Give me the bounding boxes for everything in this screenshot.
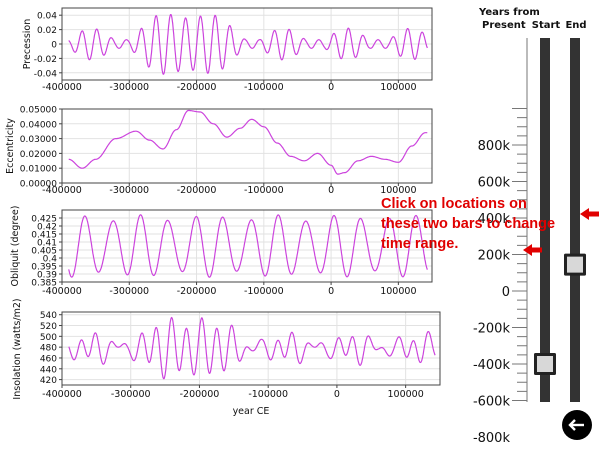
x-tick-label: -100000 xyxy=(244,185,284,196)
series-line xyxy=(68,14,428,75)
slider-knob-face xyxy=(537,356,553,372)
slider-knob-face xyxy=(567,256,583,273)
y-tick-label: 540 xyxy=(40,311,57,321)
x-tick-label: -300000 xyxy=(109,82,149,93)
y-tick-label: 420 xyxy=(40,376,57,386)
y-tick-label: 0.405 xyxy=(31,247,57,257)
x-tick-label: -300000 xyxy=(111,389,151,400)
y-axis-label: Precession xyxy=(22,19,33,70)
x-tick-label: -200000 xyxy=(177,286,217,297)
y-tick-label: 0.01000 xyxy=(20,165,57,175)
x-tick-label: -400000 xyxy=(42,286,82,297)
y-tick-label: 0.02 xyxy=(37,26,57,36)
red-arrow-icon xyxy=(523,244,542,256)
y-tick-label: 520 xyxy=(40,322,57,332)
time-range-slider: Years from Present Start End 800k 600k 400k 200… xyxy=(473,7,599,446)
x-tick-label: -300000 xyxy=(109,286,149,297)
x-tick-label: -400000 xyxy=(42,82,82,93)
ruler-label: 200k xyxy=(478,249,511,264)
x-tick-label: -200000 xyxy=(177,82,217,93)
x-tick-label: 0 xyxy=(334,389,340,400)
x-tick-label: 100000 xyxy=(380,82,416,93)
plot-frame xyxy=(61,108,433,184)
y-tick-label: 500 xyxy=(40,333,57,343)
y-tick-label: 0.41 xyxy=(37,239,57,249)
plot-frame xyxy=(61,209,433,283)
ruler-label: 800k xyxy=(478,139,511,154)
series-line xyxy=(68,214,428,278)
start-label: Start xyxy=(532,20,561,31)
chart-panel: 0.05000 0.04000 0.03000 0.02000 0.01000 0.000… xyxy=(5,106,433,196)
x-tick-label: -100000 xyxy=(244,286,284,297)
ruler-label: -800k xyxy=(473,431,511,446)
chart-panel: 0.04 0.02 0 -0.02 -0.04 -400000 -300000 -200000… xyxy=(22,7,433,93)
ruler-label: -200k xyxy=(473,322,511,337)
y-tick-label: 0.04000 xyxy=(20,120,57,130)
x-tick-label: 100000 xyxy=(380,286,416,297)
y-tick-label: 0.05000 xyxy=(20,106,57,116)
y-tick-label: 0.385 xyxy=(31,279,57,289)
slider-header: Present xyxy=(482,20,526,31)
ruler-label: 400k xyxy=(478,212,511,227)
x-tick-label: -400000 xyxy=(42,389,82,400)
series-line xyxy=(68,109,428,175)
ruler-label: 0 xyxy=(502,285,510,300)
y-tick-label: 460 xyxy=(40,354,57,364)
x-tick-label: 0 xyxy=(328,82,334,93)
y-tick-label: 0.42 xyxy=(37,223,57,233)
slider-header: Years from xyxy=(478,7,540,18)
x-tick-label: -300000 xyxy=(109,185,149,196)
end-label: End xyxy=(565,20,586,31)
x-tick-label: 0 xyxy=(328,286,334,297)
x-axis-label: year CE xyxy=(233,406,270,417)
y-axis-label: Eccentricity xyxy=(5,118,16,174)
end-handle[interactable] xyxy=(564,253,586,276)
y-tick-label: -0.02 xyxy=(34,55,57,65)
y-tick-label: 0.415 xyxy=(31,231,57,241)
y-tick-label: 0.02000 xyxy=(20,150,57,160)
chart-panel: 0.4250.420.4150.410.4050.40.3950.390.385… xyxy=(10,206,433,297)
x-tick-label: -100000 xyxy=(244,82,284,93)
arrow-left-icon xyxy=(568,419,584,431)
ruler-label: -600k xyxy=(473,395,511,410)
y-tick-label: 480 xyxy=(40,344,57,354)
y-axis-label: Insolation (watts/m2) xyxy=(12,298,23,399)
x-tick-label: 100000 xyxy=(388,389,424,400)
series-line xyxy=(68,316,436,380)
x-tick-label: -100000 xyxy=(248,389,288,400)
instruction-hint: Click on locations on these two bars to … xyxy=(381,196,556,252)
start-handle[interactable] xyxy=(534,353,556,375)
ruler-label: 600k xyxy=(478,176,511,191)
y-tick-label: 440 xyxy=(40,365,57,375)
back-button[interactable] xyxy=(562,410,592,440)
end-bar[interactable] xyxy=(570,38,580,402)
y-tick-label: -0.04 xyxy=(34,69,58,79)
y-tick-label: 0.04 xyxy=(37,12,57,22)
y-tick-label: 0.425 xyxy=(31,215,57,225)
plot-frame xyxy=(61,311,441,386)
y-tick-label: 0.395 xyxy=(31,263,57,273)
y-axis-label: Obliquit (degree) xyxy=(10,206,21,287)
y-tick-label: 0.39 xyxy=(37,271,57,281)
y-tick-label: 0 xyxy=(51,41,57,51)
x-tick-label: 100000 xyxy=(380,185,416,196)
x-tick-label: -200000 xyxy=(177,185,217,196)
x-tick-label: -400000 xyxy=(42,185,82,196)
y-tick-label: 0.00000 xyxy=(20,180,57,190)
y-tick-label: 0.4 xyxy=(43,255,58,265)
red-arrow-icon xyxy=(580,208,599,220)
start-bar[interactable] xyxy=(540,38,550,402)
x-tick-label: 0 xyxy=(328,185,334,196)
ruler-label: -400k xyxy=(473,358,511,373)
x-tick-label: -200000 xyxy=(180,389,220,400)
y-tick-label: 0.03000 xyxy=(20,135,57,145)
